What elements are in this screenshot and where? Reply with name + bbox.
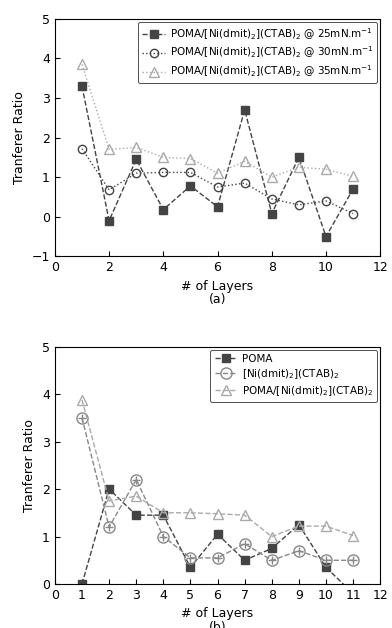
POMA/[Ni(dmit)$_2$](CTAB)$_2$ @ 30mN.m$^{-1}$ — [269, 195, 274, 203]
Legend: POMA, [Ni(dmit)$_2$](CTAB)$_2$, POMA/[Ni(dmit)$_2$](CTAB)$_2$: POMA, [Ni(dmit)$_2$](CTAB)$_2$, POMA/[Ni… — [211, 350, 377, 402]
Line: [Ni(dmit)$_2$](CTAB)$_2$: [Ni(dmit)$_2$](CTAB)$_2$ — [76, 412, 359, 566]
POMA/[Ni(dmit)$_2$](CTAB)$_2$ @ 35mN.m$^{-1}$ — [242, 158, 247, 165]
X-axis label: # of Layers: # of Layers — [181, 607, 254, 620]
POMA/[Ni(dmit)$_2$](CTAB)$_2$ @ 25mN.m$^{-1}$ — [188, 182, 193, 190]
[Ni(dmit)$_2$](CTAB)$_2$ — [188, 554, 193, 561]
POMA/[Ni(dmit)$_2$](CTAB)$_2$ @ 35mN.m$^{-1}$ — [161, 154, 166, 161]
POMA — [242, 556, 247, 564]
POMA/[Ni(dmit)$_2$](CTAB)$_2$ — [161, 509, 166, 517]
POMA/[Ni(dmit)$_2$](CTAB)$_2$ — [215, 510, 220, 517]
X-axis label: # of Layers: # of Layers — [181, 279, 254, 293]
POMA/[Ni(dmit)$_2$](CTAB)$_2$ @ 35mN.m$^{-1}$ — [269, 173, 274, 181]
POMA/[Ni(dmit)$_2$](CTAB)$_2$ — [188, 509, 193, 517]
POMA/[Ni(dmit)$_2$](CTAB)$_2$ @ 30mN.m$^{-1}$ — [161, 169, 166, 176]
Legend: POMA/[Ni(dmit)$_2$](CTAB)$_2$ @ 25mN.m$^{-1}$, POMA/[Ni(dmit)$_2$](CTAB)$_2$ @ 3: POMA/[Ni(dmit)$_2$](CTAB)$_2$ @ 25mN.m$^… — [138, 22, 377, 84]
POMA/[Ni(dmit)$_2$](CTAB)$_2$ @ 30mN.m$^{-1}$ — [215, 183, 220, 191]
POMA — [188, 564, 193, 571]
POMA — [80, 580, 84, 588]
POMA/[Ni(dmit)$_2$](CTAB)$_2$ — [80, 396, 84, 404]
POMA/[Ni(dmit)$_2$](CTAB)$_2$ @ 25mN.m$^{-1}$ — [215, 203, 220, 210]
POMA/[Ni(dmit)$_2$](CTAB)$_2$ @ 30mN.m$^{-1}$ — [188, 169, 193, 176]
[Ni(dmit)$_2$](CTAB)$_2$ — [107, 523, 111, 531]
POMA/[Ni(dmit)$_2$](CTAB)$_2$ @ 35mN.m$^{-1}$ — [80, 60, 84, 68]
POMA/[Ni(dmit)$_2$](CTAB)$_2$ @ 25mN.m$^{-1}$ — [324, 233, 328, 241]
POMA/[Ni(dmit)$_2$](CTAB)$_2$ — [269, 533, 274, 540]
POMA/[Ni(dmit)$_2$](CTAB)$_2$ @ 30mN.m$^{-1}$ — [351, 210, 356, 217]
POMA — [351, 590, 356, 597]
POMA/[Ni(dmit)$_2$](CTAB)$_2$ @ 30mN.m$^{-1}$ — [324, 197, 328, 205]
POMA/[Ni(dmit)$_2$](CTAB)$_2$ @ 25mN.m$^{-1}$ — [134, 156, 139, 163]
POMA/[Ni(dmit)$_2$](CTAB)$_2$ @ 30mN.m$^{-1}$ — [107, 186, 111, 193]
POMA/[Ni(dmit)$_2$](CTAB)$_2$ @ 30mN.m$^{-1}$ — [242, 180, 247, 187]
Y-axis label: Tranferer Ratio: Tranferer Ratio — [13, 91, 26, 184]
Text: (a): (a) — [209, 293, 226, 306]
[Ni(dmit)$_2$](CTAB)$_2$ — [324, 556, 328, 564]
POMA — [161, 511, 166, 519]
[Ni(dmit)$_2$](CTAB)$_2$ — [215, 554, 220, 561]
POMA/[Ni(dmit)$_2$](CTAB)$_2$ — [324, 522, 328, 530]
Y-axis label: Tranferer Ratio: Tranferer Ratio — [24, 419, 36, 512]
POMA/[Ni(dmit)$_2$](CTAB)$_2$ @ 35mN.m$^{-1}$ — [134, 144, 139, 151]
[Ni(dmit)$_2$](CTAB)$_2$ — [242, 540, 247, 548]
POMA/[Ni(dmit)$_2$](CTAB)$_2$ @ 35mN.m$^{-1}$ — [351, 173, 356, 180]
Text: (b): (b) — [209, 621, 226, 628]
Line: POMA: POMA — [78, 485, 357, 598]
POMA/[Ni(dmit)$_2$](CTAB)$_2$ @ 25mN.m$^{-1}$ — [80, 82, 84, 90]
POMA/[Ni(dmit)$_2$](CTAB)$_2$ — [297, 522, 301, 530]
Line: POMA/[Ni(dmit)$_2$](CTAB)$_2$ @ 25mN.m$^{-1}$: POMA/[Ni(dmit)$_2$](CTAB)$_2$ @ 25mN.m$^… — [78, 82, 357, 241]
POMA — [134, 511, 139, 519]
POMA/[Ni(dmit)$_2$](CTAB)$_2$ @ 35mN.m$^{-1}$ — [188, 154, 193, 162]
POMA/[Ni(dmit)$_2$](CTAB)$_2$ @ 35mN.m$^{-1}$ — [297, 163, 301, 171]
[Ni(dmit)$_2$](CTAB)$_2$ — [80, 414, 84, 421]
POMA/[Ni(dmit)$_2$](CTAB)$_2$ — [107, 497, 111, 505]
POMA/[Ni(dmit)$_2$](CTAB)$_2$ @ 25mN.m$^{-1}$ — [242, 106, 247, 114]
POMA/[Ni(dmit)$_2$](CTAB)$_2$ @ 35mN.m$^{-1}$ — [324, 165, 328, 173]
POMA — [297, 521, 301, 528]
POMA — [324, 564, 328, 571]
POMA/[Ni(dmit)$_2$](CTAB)$_2$ @ 30mN.m$^{-1}$ — [134, 170, 139, 177]
POMA/[Ni(dmit)$_2$](CTAB)$_2$ @ 30mN.m$^{-1}$ — [297, 201, 301, 208]
POMA/[Ni(dmit)$_2$](CTAB)$_2$ @ 25mN.m$^{-1}$ — [269, 210, 274, 217]
[Ni(dmit)$_2$](CTAB)$_2$ — [297, 547, 301, 555]
POMA/[Ni(dmit)$_2$](CTAB)$_2$ @ 30mN.m$^{-1}$ — [80, 145, 84, 153]
[Ni(dmit)$_2$](CTAB)$_2$ — [161, 533, 166, 540]
[Ni(dmit)$_2$](CTAB)$_2$ — [269, 556, 274, 564]
POMA/[Ni(dmit)$_2$](CTAB)$_2$ — [351, 532, 356, 539]
POMA — [215, 531, 220, 538]
POMA/[Ni(dmit)$_2$](CTAB)$_2$ @ 35mN.m$^{-1}$ — [215, 170, 220, 177]
POMA/[Ni(dmit)$_2$](CTAB)$_2$ @ 25mN.m$^{-1}$ — [161, 206, 166, 214]
Line: POMA/[Ni(dmit)$_2$](CTAB)$_2$ @ 35mN.m$^{-1}$: POMA/[Ni(dmit)$_2$](CTAB)$_2$ @ 35mN.m$^… — [77, 60, 358, 182]
POMA/[Ni(dmit)$_2$](CTAB)$_2$ — [134, 492, 139, 500]
Line: POMA/[Ni(dmit)$_2$](CTAB)$_2$: POMA/[Ni(dmit)$_2$](CTAB)$_2$ — [77, 395, 358, 541]
POMA/[Ni(dmit)$_2$](CTAB)$_2$ @ 25mN.m$^{-1}$ — [297, 154, 301, 161]
POMA/[Ni(dmit)$_2$](CTAB)$_2$ @ 25mN.m$^{-1}$ — [351, 185, 356, 193]
Line: POMA/[Ni(dmit)$_2$](CTAB)$_2$ @ 30mN.m$^{-1}$: POMA/[Ni(dmit)$_2$](CTAB)$_2$ @ 30mN.m$^… — [78, 144, 357, 218]
POMA/[Ni(dmit)$_2$](CTAB)$_2$ @ 35mN.m$^{-1}$ — [107, 146, 111, 153]
POMA/[Ni(dmit)$_2$](CTAB)$_2$ @ 25mN.m$^{-1}$ — [107, 217, 111, 224]
POMA — [269, 544, 274, 552]
[Ni(dmit)$_2$](CTAB)$_2$ — [134, 476, 139, 484]
POMA/[Ni(dmit)$_2$](CTAB)$_2$ — [242, 511, 247, 519]
POMA — [107, 485, 111, 493]
[Ni(dmit)$_2$](CTAB)$_2$ — [351, 556, 356, 564]
